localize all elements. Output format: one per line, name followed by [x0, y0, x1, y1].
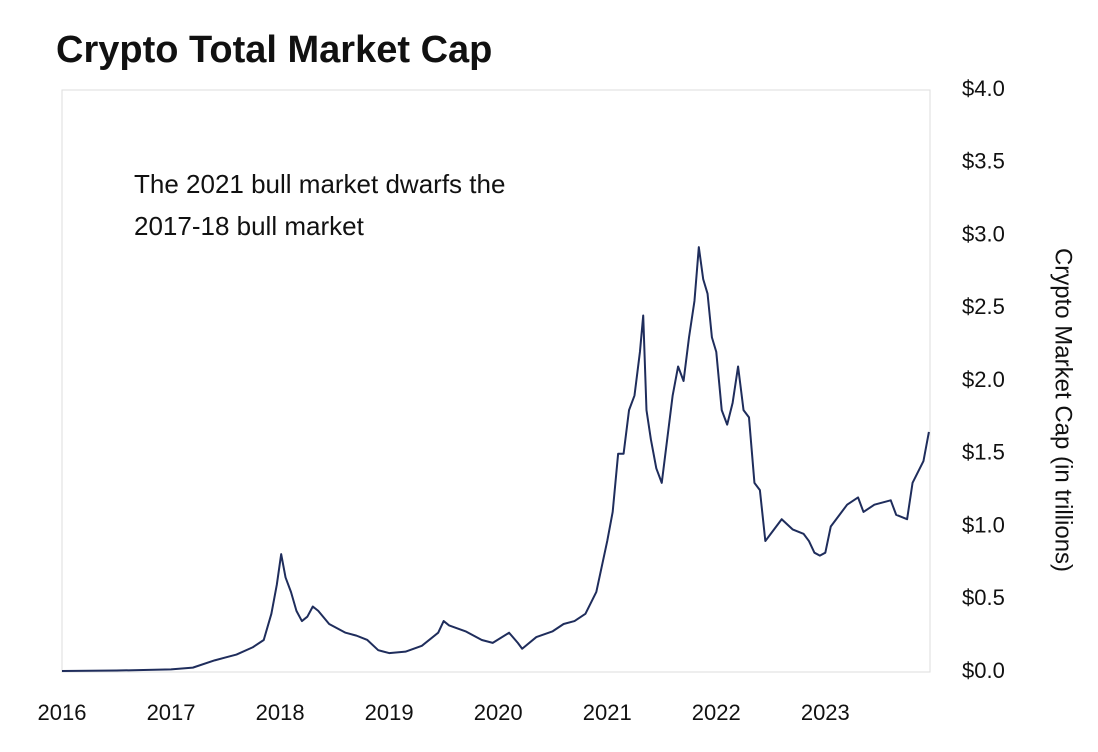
y-tick-label: $2.0 [962, 367, 1005, 392]
line-series [61, 246, 930, 672]
annotation: The 2021 bull market dwarfs the [134, 169, 505, 199]
x-tick-label: 2020 [474, 700, 523, 725]
y-tick-label: $0.0 [962, 658, 1005, 683]
y-tick-label: $1.0 [962, 512, 1005, 537]
annotation: 2017-18 bull market [134, 211, 365, 241]
x-tick-label: 2019 [365, 700, 414, 725]
x-tick-label: 2017 [147, 700, 196, 725]
plot-frame [61, 89, 931, 673]
x-tick-label: 2021 [583, 700, 632, 725]
x-tick-label: 2022 [692, 700, 741, 725]
chart-title: Crypto Total Market Cap [56, 29, 492, 71]
y-tick-label: $3.5 [962, 149, 1005, 174]
y-tick-label: $2.5 [962, 294, 1005, 319]
y-tick-label: $0.5 [962, 585, 1005, 610]
y-tick-label: $4.0 [962, 76, 1005, 101]
x-tick-label: 2018 [256, 700, 305, 725]
y-axis-title: Crypto Market Cap (in trillions) [1050, 248, 1077, 572]
x-tick-label: 2023 [801, 700, 850, 725]
x-tick-label: 2016 [38, 700, 87, 725]
y-tick-label: $3.0 [962, 221, 1005, 246]
y-tick-label: $1.5 [962, 440, 1005, 465]
